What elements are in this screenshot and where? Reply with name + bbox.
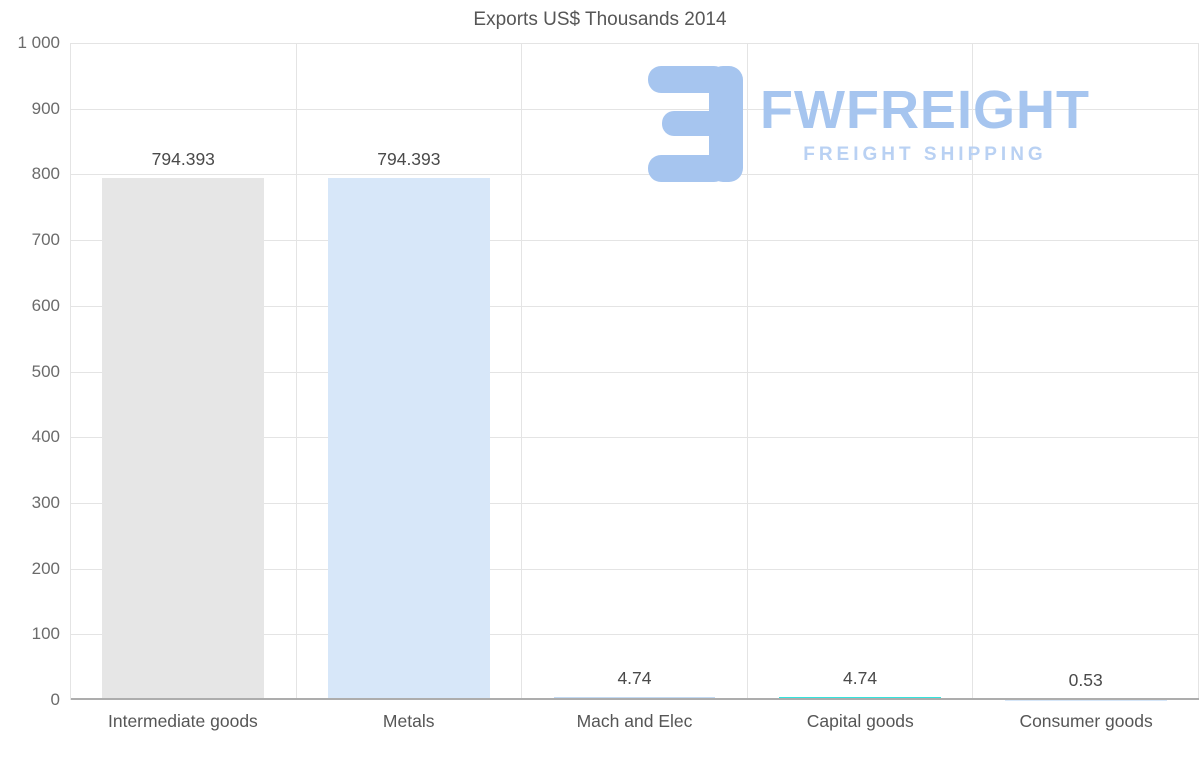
x-axis-label-consumer-goods: Consumer goods (1019, 711, 1153, 731)
x-axis-labels: Intermediate goods Metals Mach and Elec Cap… (70, 711, 1199, 732)
y-axis-labels: 1 000 900 800 700 600 500 400 300 200 100 0 (0, 33, 60, 709)
plot-area: 794.393 794.393 4.74 4.74 0.53 (70, 43, 1199, 700)
chart-column-metals: 794.393 (297, 43, 523, 700)
y-tick-label: 1 000 (17, 33, 60, 52)
chart-column-intermediate-goods: 794.393 (71, 43, 297, 700)
gridline (71, 502, 1199, 504)
x-axis-label-intermediate-goods: Intermediate goods (107, 711, 258, 731)
x-axis-label-metals: Metals (382, 711, 435, 731)
value-label-metals: 794.393 (377, 148, 441, 169)
value-label-mach-and-elec: 4.74 (617, 667, 652, 688)
y-tick-label: 100 (31, 624, 60, 644)
y-tick-label: 600 (31, 295, 60, 315)
y-tick-label: 200 (31, 558, 60, 578)
gridline (71, 108, 1199, 110)
y-tick-label: 500 (31, 361, 60, 381)
chart-title: Exports US$ Thousands 2014 (473, 9, 727, 30)
x-axis-line (71, 698, 1199, 700)
y-tick-label: 400 (31, 427, 60, 447)
gridline (71, 568, 1199, 570)
gridline (71, 43, 1199, 44)
bar-metals[interactable] (328, 178, 490, 700)
gridline (71, 371, 1199, 373)
y-tick-label: 300 (31, 492, 60, 512)
x-axis-label-mach-and-elec: Mach and Elec (576, 711, 693, 731)
gridline (71, 240, 1199, 242)
y-tick-label: 900 (31, 98, 60, 118)
gridline (71, 437, 1199, 439)
value-label-capital-goods: 4.74 (843, 667, 878, 688)
gridline (71, 174, 1199, 176)
value-label-consumer-goods: 0.53 (1068, 670, 1103, 691)
x-axis-label-capital-goods: Capital goods (806, 711, 914, 731)
gridline (71, 305, 1199, 307)
y-tick-label: 0 (50, 690, 60, 709)
y-tick-label: 700 (31, 230, 60, 250)
y-tick-label: 800 (31, 164, 60, 184)
value-label-intermediate-goods: 794.393 (151, 148, 215, 169)
bar-intermediate-goods[interactable] (102, 178, 265, 700)
gridline (71, 634, 1199, 636)
